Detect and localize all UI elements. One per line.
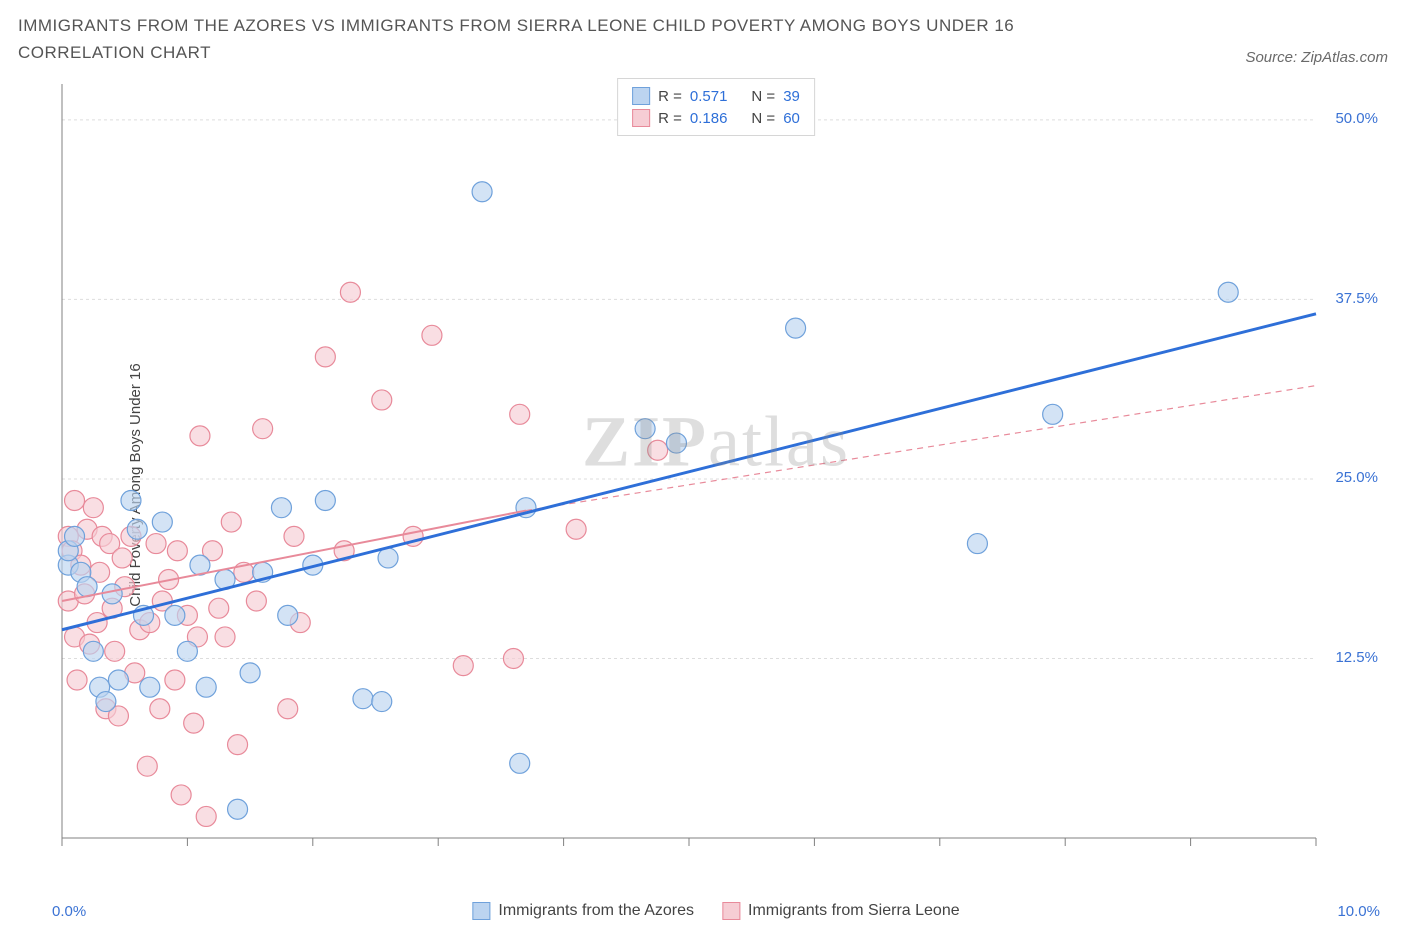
r-label: R = bbox=[658, 110, 682, 127]
legend-item-azores: Immigrants from the Azores bbox=[472, 902, 694, 920]
legend-stats-row: R = 0.186 N = 60 bbox=[632, 107, 800, 129]
n-label: N = bbox=[751, 88, 775, 105]
plot-area: ZIPatlas R = 0.571 N = 39 R = 0.186 N = … bbox=[56, 78, 1376, 868]
legend-series: Immigrants from the Azores Immigrants fr… bbox=[472, 902, 959, 920]
legend-label: Immigrants from the Azores bbox=[498, 902, 694, 920]
n-value: 39 bbox=[783, 88, 800, 105]
x-axis-max-label: 10.0% bbox=[1337, 903, 1380, 920]
header: IMMIGRANTS FROM THE AZORES VS IMMIGRANTS… bbox=[18, 12, 1388, 66]
n-label: N = bbox=[751, 110, 775, 127]
x-axis-min-label: 0.0% bbox=[52, 903, 86, 920]
legend-swatch-azores bbox=[632, 87, 650, 105]
r-value: 0.571 bbox=[690, 88, 728, 105]
legend-stats-row: R = 0.571 N = 39 bbox=[632, 85, 800, 107]
r-value: 0.186 bbox=[690, 110, 728, 127]
y-tick-label: 25.0% bbox=[1335, 469, 1378, 486]
chart-title: IMMIGRANTS FROM THE AZORES VS IMMIGRANTS… bbox=[18, 12, 1118, 66]
y-tick-label: 37.5% bbox=[1335, 290, 1378, 307]
scatter-plot-svg bbox=[56, 78, 1376, 868]
y-tick-label: 12.5% bbox=[1335, 649, 1378, 666]
legend-swatch-sierra-leone bbox=[632, 109, 650, 127]
legend-label: Immigrants from Sierra Leone bbox=[748, 902, 960, 920]
n-value: 60 bbox=[783, 110, 800, 127]
r-label: R = bbox=[658, 88, 682, 105]
legend-stats: R = 0.571 N = 39 R = 0.186 N = 60 bbox=[617, 78, 815, 136]
legend-swatch-azores bbox=[472, 902, 490, 920]
legend-swatch-sierra-leone bbox=[722, 902, 740, 920]
source-label: Source: ZipAtlas.com bbox=[1245, 49, 1388, 66]
y-tick-label: 50.0% bbox=[1335, 110, 1378, 127]
legend-item-sierra-leone: Immigrants from Sierra Leone bbox=[722, 902, 960, 920]
chart-container: Child Poverty Among Boys Under 16 ZIPatl… bbox=[18, 70, 1388, 900]
